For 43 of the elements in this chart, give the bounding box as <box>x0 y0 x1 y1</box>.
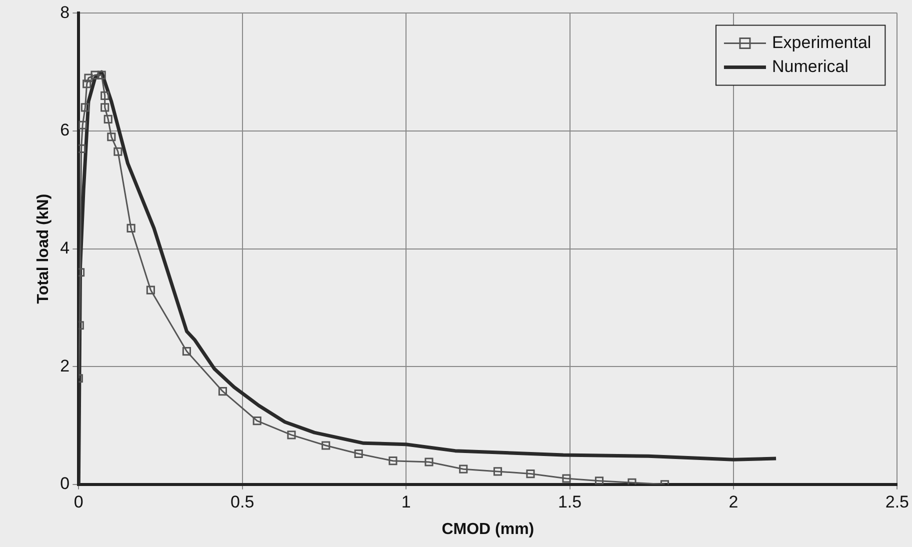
x-tick-label: 1.5 <box>558 492 582 512</box>
x-tick-label: 0 <box>74 492 84 512</box>
point <box>100 91 110 100</box>
x-tick-label: 1 <box>401 492 411 512</box>
point <box>218 387 227 396</box>
point <box>354 449 363 458</box>
point <box>78 120 87 130</box>
point <box>80 103 90 112</box>
point <box>493 467 502 476</box>
y-tick-label: 4 <box>60 238 70 258</box>
y-tick-label: 6 <box>60 120 70 140</box>
x-tick-label: 2 <box>728 492 738 512</box>
y-tick-label: 2 <box>60 356 70 376</box>
point <box>82 80 92 88</box>
point <box>388 456 398 466</box>
point <box>459 464 468 474</box>
x-tick-label: 0.5 <box>230 492 254 512</box>
legend-label: Experimental <box>772 32 872 52</box>
point <box>287 430 296 440</box>
point <box>104 114 112 124</box>
point <box>526 470 535 478</box>
point <box>84 74 93 82</box>
point <box>628 478 636 484</box>
point <box>114 147 122 156</box>
point <box>182 347 191 356</box>
point <box>100 103 110 112</box>
y-axis-title: Total load (kN) <box>35 194 52 304</box>
point <box>252 416 262 426</box>
legend-label: Numerical <box>772 56 849 76</box>
point <box>562 474 571 483</box>
x-axis-title: CMOD (mm) <box>442 520 534 538</box>
y-tick-label: 0 <box>60 474 70 494</box>
point <box>78 144 86 153</box>
point <box>424 458 434 466</box>
point <box>107 132 116 142</box>
x-tick-label: 2.5 <box>885 492 910 512</box>
point <box>90 70 100 80</box>
point <box>594 476 604 484</box>
point <box>126 224 136 232</box>
y-tick-label: 8 <box>60 2 70 22</box>
point <box>322 441 330 450</box>
point <box>146 286 155 294</box>
point <box>97 70 106 80</box>
